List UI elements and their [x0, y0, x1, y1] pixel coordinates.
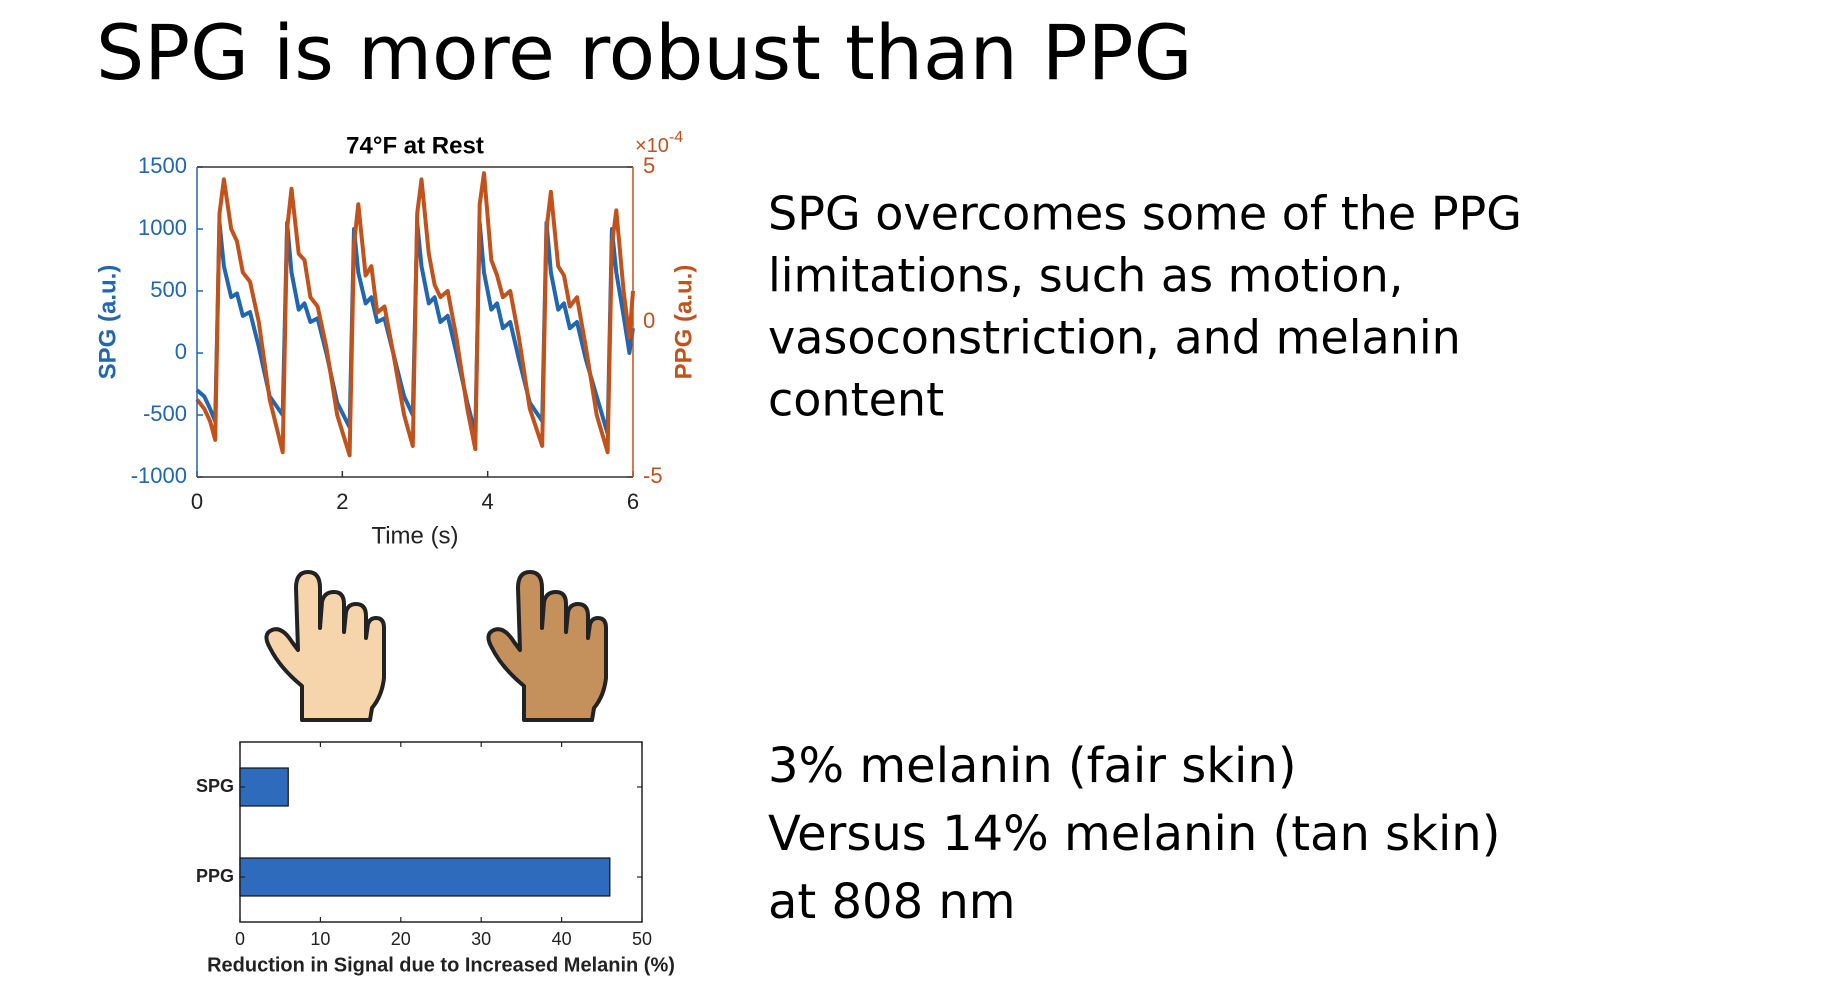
body-text-line: limitations, such as motion,: [768, 249, 1403, 303]
body-text-line: content: [768, 373, 944, 427]
x-tick-label: 0: [235, 929, 245, 949]
x-tick-label: 2: [336, 489, 348, 514]
scale-exponent: -4: [669, 129, 683, 146]
body-text-line: SPG overcomes some of the PPG: [768, 187, 1522, 241]
y-axis-label: SPG (a.u.): [94, 265, 121, 380]
y-tick-label: 500: [150, 277, 187, 302]
body-text-line: Versus 14% melanin (tan skin): [768, 806, 1500, 862]
bar: [239, 857, 611, 897]
x-axis-label: Time (s): [371, 522, 458, 549]
y-tick-label: 1500: [138, 153, 187, 178]
chart-title: 74°F at Rest: [346, 132, 484, 159]
x-tick-label: 30: [471, 929, 491, 949]
x-axis-label: Reduction in Signal due to Increased Mel…: [207, 954, 675, 976]
y-tick-label: SPG: [196, 776, 234, 796]
y-tick-label: PPG: [196, 866, 234, 886]
y2-tick-label: -5: [643, 463, 663, 488]
body-text-line: at 808 nm: [768, 874, 1016, 930]
x-tick-label: 10: [310, 929, 330, 949]
y-tick-label: -1000: [131, 463, 187, 488]
y2-axis-label: PPG (a.u.): [670, 265, 697, 380]
x-tick-label: 20: [391, 929, 411, 949]
scale-base: ×10: [635, 135, 669, 157]
slide-title: SPG is more robust than PPG: [96, 8, 1192, 97]
x-tick-label: 40: [552, 929, 572, 949]
tan-hand-icon: [486, 570, 608, 722]
body-text-line: 3% melanin (fair skin): [768, 738, 1297, 794]
x-tick-label: 6: [627, 489, 639, 514]
fair-hand-icon: [264, 570, 386, 722]
plot-frame: [239, 741, 643, 923]
x-tick-label: 4: [482, 489, 494, 514]
plot-frame: [197, 166, 633, 478]
y-tick-label: 0: [175, 339, 187, 364]
body-text-line: vasoconstriction, and melanin: [768, 311, 1461, 365]
y-tick-label: -500: [143, 401, 187, 426]
series-line: [195, 171, 635, 458]
x-tick-label: 50: [632, 929, 652, 949]
y2-tick-label: 0: [643, 308, 655, 333]
bar: [239, 767, 289, 807]
y2-scale-label: ×10-4: [635, 129, 683, 157]
y2-tick-label: 5: [643, 153, 655, 178]
x-tick-label: 0: [191, 489, 203, 514]
y-tick-label: 1000: [138, 215, 187, 240]
